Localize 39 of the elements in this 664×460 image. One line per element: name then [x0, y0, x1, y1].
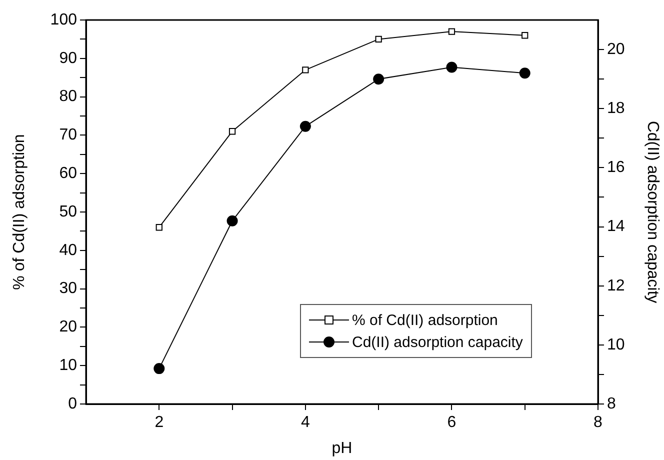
- y2-tick-label: 14: [607, 218, 625, 236]
- point: [519, 68, 530, 79]
- point: [448, 28, 456, 35]
- y-tick-label: 40: [59, 242, 78, 259]
- point: [226, 215, 238, 226]
- x-tick-label: 8: [594, 414, 603, 432]
- x-tick-label: 2: [154, 414, 164, 432]
- point: [154, 363, 165, 374]
- y2-tick-label: 20: [607, 40, 625, 58]
- legend-label: Cd(II) adsorption capacity: [352, 334, 523, 350]
- y-tick-label: 10: [59, 357, 78, 374]
- point: [300, 120, 311, 132]
- point: [522, 32, 528, 39]
- point: [446, 62, 458, 73]
- y-tick-label: 80: [59, 88, 78, 106]
- y2-tick-label: 8: [607, 395, 616, 412]
- y-tick-label: 0: [68, 395, 78, 412]
- y-tick-label: 100: [50, 11, 78, 28]
- y2-tick-label: 18: [607, 100, 625, 118]
- point: [373, 74, 384, 85]
- y-axis-title: % of Cd(II) adsorption: [11, 134, 28, 290]
- x-tick-label: 4: [300, 414, 310, 432]
- x-axis-title: pH: [332, 440, 352, 457]
- y-tick-label: 70: [59, 126, 78, 144]
- y2-tick-label: 16: [607, 159, 625, 176]
- x-tick-label: 6: [447, 414, 456, 432]
- point: [302, 66, 309, 74]
- legend-label: % of Cd(II) adsorption: [352, 312, 498, 328]
- y-tick-label: 60: [59, 165, 78, 182]
- y2-tick-label: 10: [607, 336, 625, 354]
- point: [228, 128, 236, 135]
- y-tick-label: 30: [59, 280, 78, 298]
- y2-axis-title: Cd(II) adsorption capacity: [644, 120, 661, 304]
- point: [156, 224, 162, 231]
- y-tick-label: 20: [59, 318, 78, 336]
- y2-tick-label: 12: [607, 277, 625, 294]
- y-tick-label: 50: [59, 203, 78, 220]
- y-tick-label: 90: [59, 50, 78, 67]
- point: [375, 36, 382, 43]
